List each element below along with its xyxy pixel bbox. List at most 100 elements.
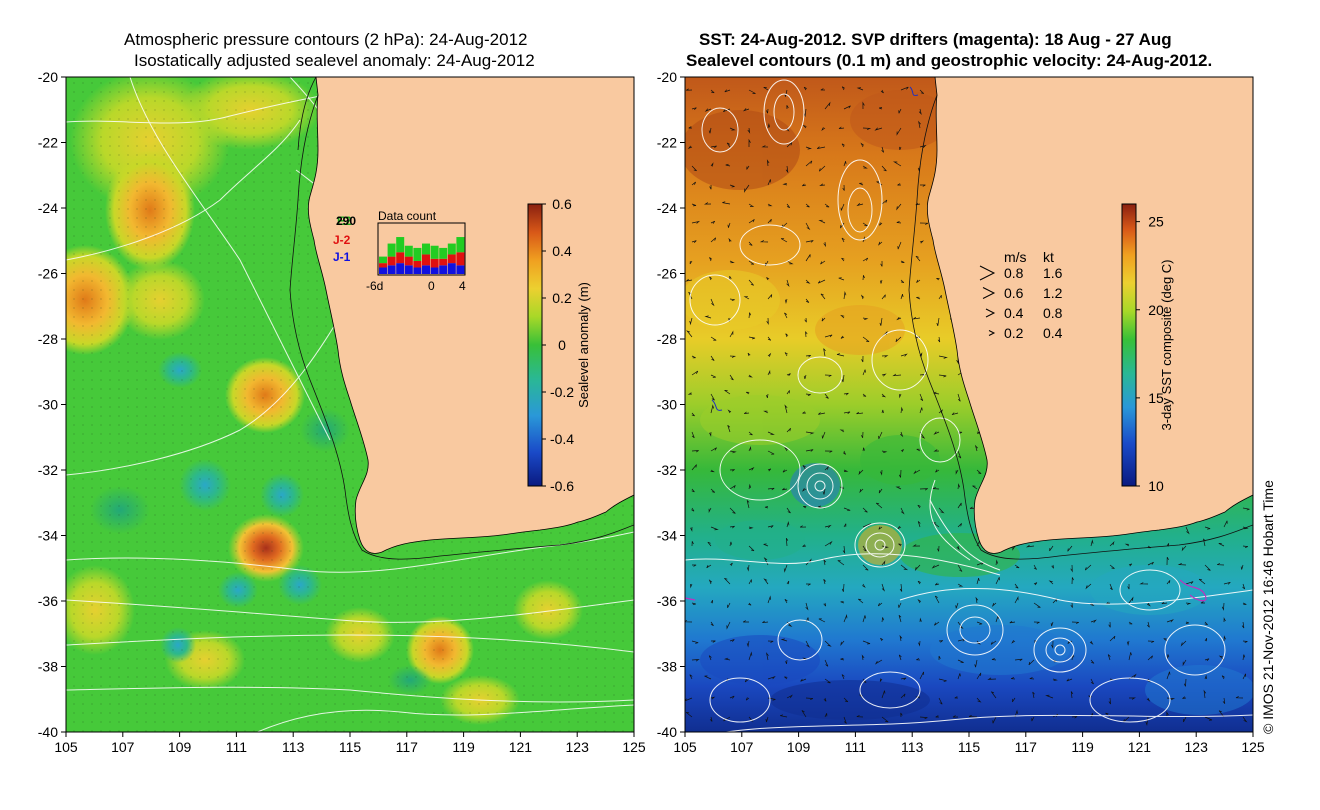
data-count-bar-8-green <box>447 243 456 255</box>
data-count-bar-7-blue <box>439 265 448 274</box>
velocity-vector <box>710 696 716 700</box>
velocity-vector <box>748 138 751 147</box>
velocity-vector <box>919 222 929 225</box>
velocity-vector <box>1014 658 1023 662</box>
velocity-vector <box>880 260 883 267</box>
velocity-vector <box>879 678 883 682</box>
velocity-vector <box>919 89 925 94</box>
velocity-vector <box>767 336 772 341</box>
velocity-vector <box>841 674 845 680</box>
right-ytick-label-3: -26 <box>657 266 677 282</box>
left-ytick-label-8: -36 <box>38 593 58 609</box>
left-ytick-label-5: -30 <box>38 397 58 413</box>
right-xtick-label-1: 107 <box>730 739 754 755</box>
velocity-vector <box>916 296 921 300</box>
left-xtick-label-5: 115 <box>339 739 362 755</box>
velocity-vector <box>843 411 851 414</box>
velocity-vector <box>685 278 693 282</box>
velocity-vector <box>704 675 712 680</box>
velocity-vector <box>805 431 815 435</box>
right-ytick-label-1: -22 <box>657 135 677 151</box>
velocity-vector <box>1166 580 1171 585</box>
velocity-vector <box>1218 542 1225 547</box>
velocity-vector <box>1185 581 1194 585</box>
data-count-bar-4-blue <box>413 267 422 274</box>
velocity-vector <box>1223 617 1226 623</box>
velocity-vector <box>1052 678 1058 682</box>
velocity-vector <box>762 620 769 624</box>
velocity-vector <box>785 659 788 665</box>
sst-colorbar-tick-label-2: 15 <box>1148 390 1164 406</box>
velocity-vector <box>957 659 964 664</box>
left-xtick-label-1: 107 <box>111 739 135 755</box>
velocity-vector <box>957 564 963 572</box>
velocity-vector <box>767 294 773 300</box>
data-count-title: Data count <box>378 209 437 223</box>
data-count-chart: Data count -6d 0 4 <box>366 209 466 293</box>
velocity-vector <box>784 676 788 680</box>
velocity-vector <box>991 602 997 608</box>
velocity-vector <box>785 333 789 338</box>
velocity-vector <box>861 355 864 363</box>
velocity-vector <box>729 639 735 642</box>
velocity-vector <box>862 564 869 571</box>
velocity-vector <box>862 165 868 169</box>
velocity-vector <box>688 126 693 129</box>
velocity-vector <box>862 583 866 588</box>
velocity-vector <box>1139 582 1149 585</box>
velocity-vector <box>747 352 751 357</box>
velocity-vector <box>1126 640 1130 646</box>
velocity-vector <box>919 407 923 414</box>
velocity-vector <box>862 317 869 321</box>
right-ytick-label-2: -24 <box>657 200 677 216</box>
velocity-legend-arrow-2 <box>985 308 996 318</box>
velocity-vector <box>1045 694 1054 699</box>
velocity-vector <box>759 240 769 243</box>
left-xtick-label-10: 125 <box>622 739 646 755</box>
velocity-vector <box>841 374 845 383</box>
velocity-vector <box>779 714 788 718</box>
velocity-vector <box>1166 711 1169 718</box>
velocity-vector <box>938 697 943 705</box>
data-count-bar-9-red <box>456 252 465 266</box>
velocity-vector <box>691 659 700 662</box>
velocity-vector <box>881 545 889 549</box>
velocity-vector <box>934 582 940 586</box>
velocity-vector <box>748 545 755 552</box>
velocity-vector <box>976 621 983 625</box>
velocity-legend-kt-1: 1.2 <box>1043 285 1063 301</box>
data-count-bar-5-blue <box>422 265 430 274</box>
velocity-vector <box>1161 601 1168 605</box>
velocity-vector <box>710 621 714 627</box>
right-ytick-label-6: -32 <box>657 462 677 478</box>
velocity-vector <box>1200 601 1205 604</box>
velocity-vector <box>919 617 922 623</box>
velocity-vector <box>767 203 773 207</box>
right-ytick-label-0: -20 <box>657 69 677 85</box>
velocity-vector <box>917 598 922 604</box>
velocity-vector <box>972 485 978 490</box>
velocity-vector <box>1050 621 1054 627</box>
velocity-vector <box>803 506 807 509</box>
left-xtick-label-3: 111 <box>226 739 247 755</box>
velocity-vector <box>765 716 769 723</box>
data-count-bar-9-blue <box>456 265 465 274</box>
velocity-vector <box>1146 602 1151 607</box>
velocity-vector <box>1066 678 1073 682</box>
velocity-vector <box>862 393 867 397</box>
velocity-vector <box>686 330 693 338</box>
velocity-vector <box>934 621 940 626</box>
velocity-vector <box>843 697 849 703</box>
velocity-vector <box>709 716 713 722</box>
velocity-vector <box>742 108 750 112</box>
velocity-vector <box>1014 564 1020 569</box>
velocity-vector <box>1128 563 1133 567</box>
velocity-vector <box>722 201 731 205</box>
velocity-vector <box>1084 564 1092 571</box>
velocity-vector <box>786 142 793 148</box>
velocity-vector <box>843 716 847 724</box>
velocity-vector <box>915 202 921 206</box>
velocity-vector <box>1014 583 1019 589</box>
data-count-xtick-2: 4 <box>459 279 466 293</box>
velocity-vector <box>1204 716 1213 721</box>
